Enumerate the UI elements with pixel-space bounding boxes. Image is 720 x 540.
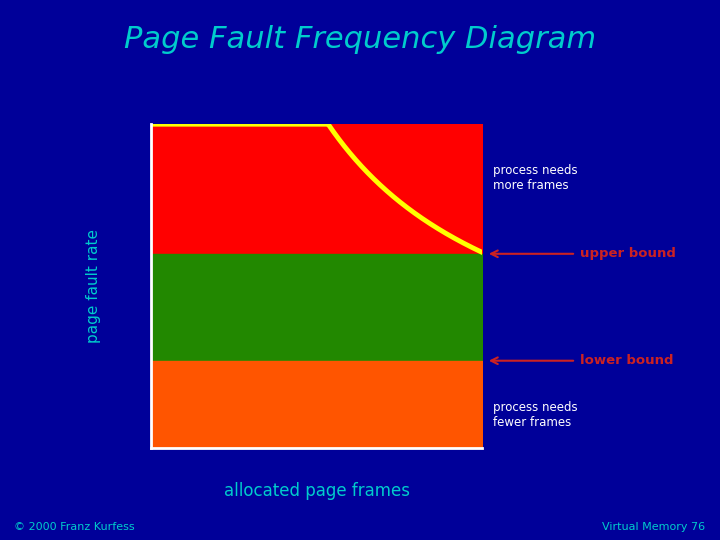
Text: lower bound: lower bound bbox=[580, 354, 673, 367]
Text: Page Fault Frequency Diagram: Page Fault Frequency Diagram bbox=[124, 25, 596, 54]
Text: page fault rate: page fault rate bbox=[86, 229, 101, 343]
Text: © 2000 Franz Kurfess: © 2000 Franz Kurfess bbox=[14, 522, 135, 532]
Text: Virtual Memory 76: Virtual Memory 76 bbox=[603, 522, 706, 532]
Text: process needs
more frames: process needs more frames bbox=[493, 164, 578, 192]
Text: allocated page frames: allocated page frames bbox=[224, 482, 410, 501]
Text: process needs
fewer frames: process needs fewer frames bbox=[493, 401, 578, 429]
Text: upper bound: upper bound bbox=[580, 247, 675, 260]
